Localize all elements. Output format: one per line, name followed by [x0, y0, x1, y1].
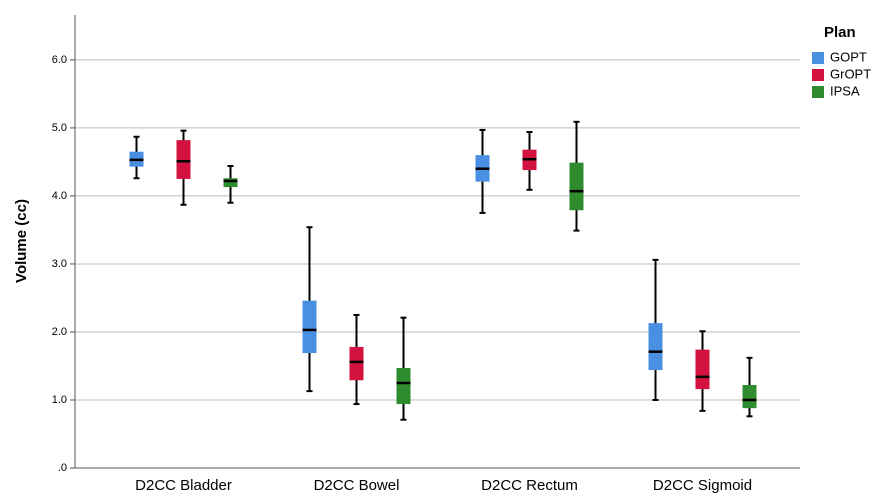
box: [302, 300, 317, 354]
box: [648, 323, 663, 371]
box: [223, 178, 238, 188]
y-axis-label: Volume (cc): [13, 199, 30, 283]
y-tick-label: 2.0: [52, 326, 67, 338]
box: [396, 368, 411, 405]
x-tick-label: D2CC Rectum: [481, 477, 578, 494]
legend-swatch: [812, 86, 824, 98]
box: [742, 385, 757, 409]
x-tick-label: D2CC Bowel: [314, 477, 400, 494]
legend-swatch: [812, 52, 824, 64]
box: [569, 162, 584, 211]
legend-label: GrOPT: [830, 66, 871, 81]
box: [176, 140, 191, 179]
y-tick-label: 6.0: [52, 54, 67, 66]
legend-label: GOPT: [830, 49, 867, 64]
y-tick-label: .0: [58, 462, 67, 474]
y-tick-label: 3.0: [52, 258, 67, 270]
legend-swatch: [812, 69, 824, 81]
legend-label: IPSA: [830, 83, 860, 98]
x-tick-label: D2CC Sigmoid: [653, 477, 752, 494]
y-tick-label: 5.0: [52, 122, 67, 134]
x-tick-label: D2CC Bladder: [135, 477, 232, 494]
box: [695, 349, 710, 390]
box: [349, 346, 364, 381]
y-tick-label: 4.0: [52, 190, 67, 202]
y-tick-label: 1.0: [52, 394, 67, 406]
legend-title: Plan: [824, 24, 856, 41]
